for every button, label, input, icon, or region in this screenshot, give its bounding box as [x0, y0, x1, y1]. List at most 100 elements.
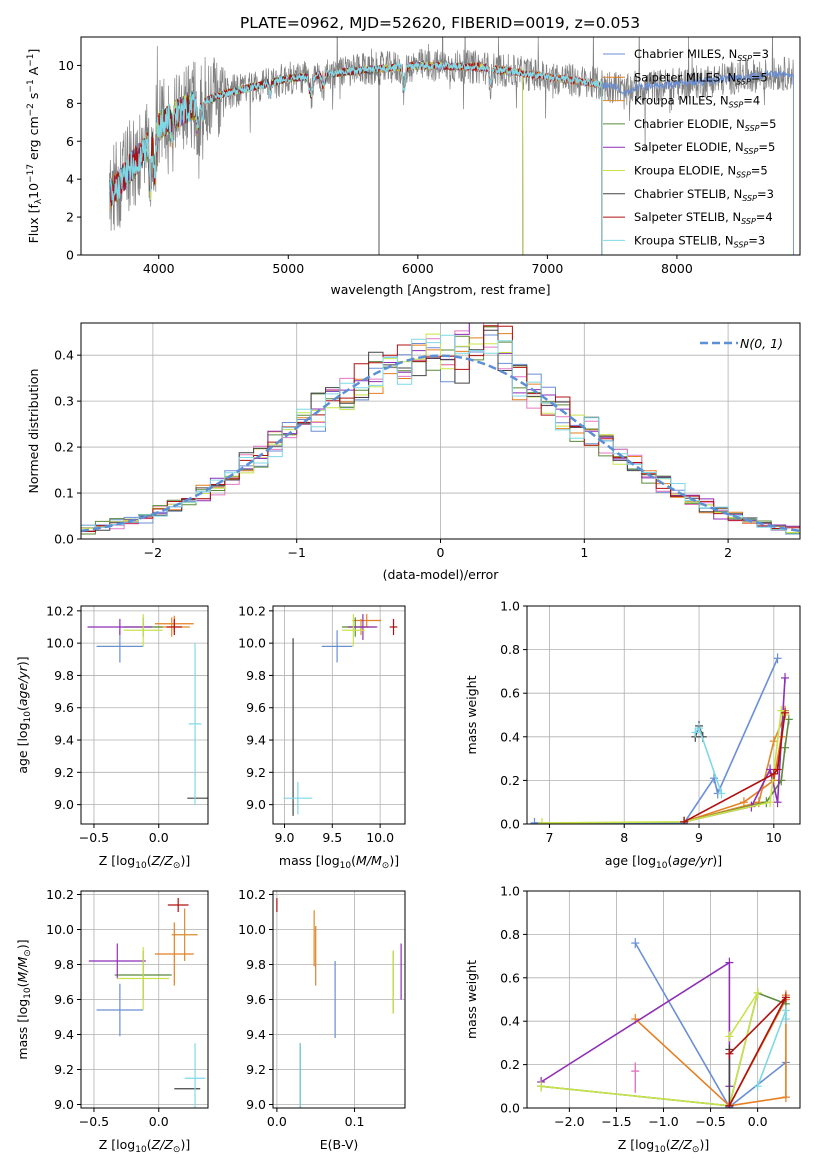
y-tick-label: 9.6 — [246, 700, 266, 715]
histogram-panel: −2 −1 0 1 2 0.0 0.1 0.2 0.3 0.4 (data-model)/error… — [26, 322, 801, 582]
x-axis-label-part: ⊙ — [382, 861, 390, 871]
y-tick-label: 10.0 — [46, 922, 74, 937]
y-tick-label: 0.2 — [54, 440, 74, 455]
y-tick-label: 10.2 — [238, 603, 266, 618]
legend-entry: N(0, 1) — [740, 336, 783, 351]
x-axis-label-part: mass [ — [279, 853, 321, 868]
y-tick-label: 9.2 — [246, 765, 266, 780]
legend-count: =4 — [743, 94, 760, 108]
age-vs-mass-panel: 9.0 9.5 10.0 9.0 9.2 9.4 9.6 9.8 10.0 10.2 mass [l… — [238, 603, 406, 871]
plot-frame — [80, 36, 801, 256]
legend-entry: Salpeter MILES, NSSP=5 — [634, 70, 768, 86]
y-tick-label: 2 — [66, 210, 74, 225]
x-axis-label-part: )] — [180, 1137, 190, 1152]
y-tick-label: 0.6 — [500, 970, 520, 985]
x-axis-label-part: age [ — [605, 853, 637, 868]
legend-entry: Chabrier ELODIE, NSSP=5 — [634, 117, 776, 133]
x-axis-label: Z [log10(Z/Z⊙)] — [99, 1137, 190, 1155]
model-spectrum — [108, 61, 603, 255]
y-tick-label: 10.0 — [46, 636, 74, 651]
x-axis-label-part: log — [321, 853, 340, 868]
weight-line — [683, 719, 790, 823]
spectrum-panel: 4000 5000 6000 7000 8000 0 2 4 6 8 10 wavelength [A… — [26, 36, 801, 297]
y-axis-label-part: Flux [f — [26, 204, 41, 244]
y-tick-label: 10.2 — [46, 887, 74, 902]
y-axis-label: Normed distribution — [26, 369, 41, 494]
legend-count: =3 — [752, 47, 769, 61]
legend-text: Salpeter ELODIE, N — [634, 140, 744, 154]
plot-frame — [526, 605, 801, 825]
x-tick-label: 7000 — [531, 261, 563, 276]
x-tick-label: −0.5 — [79, 1114, 109, 1129]
y-axis-label-part: )] — [15, 939, 30, 949]
legend-count: =5 — [751, 70, 768, 84]
y-tick-label: 9.0 — [246, 797, 266, 812]
y-axis-label-part: −17 — [26, 164, 36, 183]
y-axis-label-part: ( — [15, 982, 30, 987]
x-tick-label: 4000 — [143, 261, 175, 276]
y-axis-label: age [log10(age/yr)] — [15, 656, 33, 773]
legend-text: Kroupa ELODIE, N — [634, 164, 736, 178]
model-spectrum — [109, 60, 524, 255]
x-axis-label-part: ⊙ — [173, 861, 181, 871]
x-tick-label: 2 — [724, 545, 732, 560]
x-tick-label: −0.5 — [695, 1114, 725, 1129]
legend-count: =4 — [756, 210, 773, 224]
x-axis-label-part: Z/Z — [670, 1137, 693, 1152]
y-tick-label: 10 — [58, 58, 74, 73]
x-axis-label: mass [log10(M/M⊙)] — [279, 853, 399, 871]
x-axis-label-part: 10 — [656, 861, 668, 871]
x-tick-label: 10.0 — [366, 830, 394, 845]
y-tick-label: 10.2 — [238, 887, 266, 902]
plot-frame — [272, 890, 406, 1109]
x-axis-label: wavelength [Angstrom, rest frame] — [330, 282, 550, 297]
y-axis-label-part: A — [26, 66, 41, 79]
y-axis-label: mass [log10(M/M⊙)] — [15, 939, 33, 1059]
legend-subscript: SSP — [742, 194, 757, 203]
y-axis-label-part: )] — [15, 656, 30, 666]
y-tick-label: 0.4 — [500, 1014, 520, 1029]
model-spectrum — [109, 60, 794, 255]
y-tick-label: 9.8 — [54, 668, 74, 683]
x-axis-label-part: 10 — [135, 1145, 147, 1155]
y-axis-label-part: mass [ — [15, 1018, 30, 1060]
legend-subscript: SSP — [736, 171, 751, 180]
x-axis-label-part: Z [ — [99, 853, 116, 868]
legend-entry: Kroupa MILES, NSSP=4 — [634, 94, 760, 110]
y-axis-label-part: Normed distribution — [26, 369, 41, 494]
y-tick-label: 0.6 — [500, 686, 520, 701]
legend-text: Chabrier MILES, N — [634, 47, 737, 61]
x-tick-label: 0.0 — [748, 1114, 768, 1129]
x-axis-label-part: )] — [699, 1137, 709, 1152]
y-tick-label: 9.8 — [246, 957, 266, 972]
error-bars — [88, 898, 206, 1108]
x-axis-label-part: 10 — [135, 861, 147, 871]
x-axis-label-part: Z [ — [618, 1137, 635, 1152]
plot-frame — [80, 605, 209, 825]
error-bars — [87, 614, 208, 805]
y-axis-label-part: 10 — [26, 183, 41, 199]
x-tick-label: 0.1 — [345, 1114, 365, 1129]
y-axis-label-part: ⊙ — [23, 949, 33, 957]
x-axis-label-part: Z [ — [99, 1137, 116, 1152]
x-axis-label: age [log10(age/yr)] — [605, 853, 722, 871]
y-tick-label: 9.4 — [246, 1027, 266, 1042]
x-axis-label-part: ( — [667, 853, 672, 868]
y-axis-label-part: log — [15, 999, 30, 1018]
x-tick-label: 0 — [437, 545, 445, 560]
y-tick-label: 0.2 — [500, 773, 520, 788]
y-axis-label: mass weight — [464, 960, 479, 1039]
x-axis-label-part: age/yr — [672, 853, 713, 868]
x-axis-label-part: ( — [666, 1137, 671, 1152]
y-axis-label-part: λ — [34, 198, 44, 204]
model-spectrum — [109, 61, 603, 255]
weight-line — [534, 657, 779, 824]
x-tick-label: 6000 — [402, 261, 434, 276]
y-tick-label: 0.8 — [500, 642, 520, 657]
y-tick-label: 9.2 — [54, 765, 74, 780]
x-axis-label-part: log — [116, 1137, 135, 1152]
plot-frame — [80, 322, 801, 540]
x-axis-label-part: ⊙ — [692, 1145, 700, 1155]
